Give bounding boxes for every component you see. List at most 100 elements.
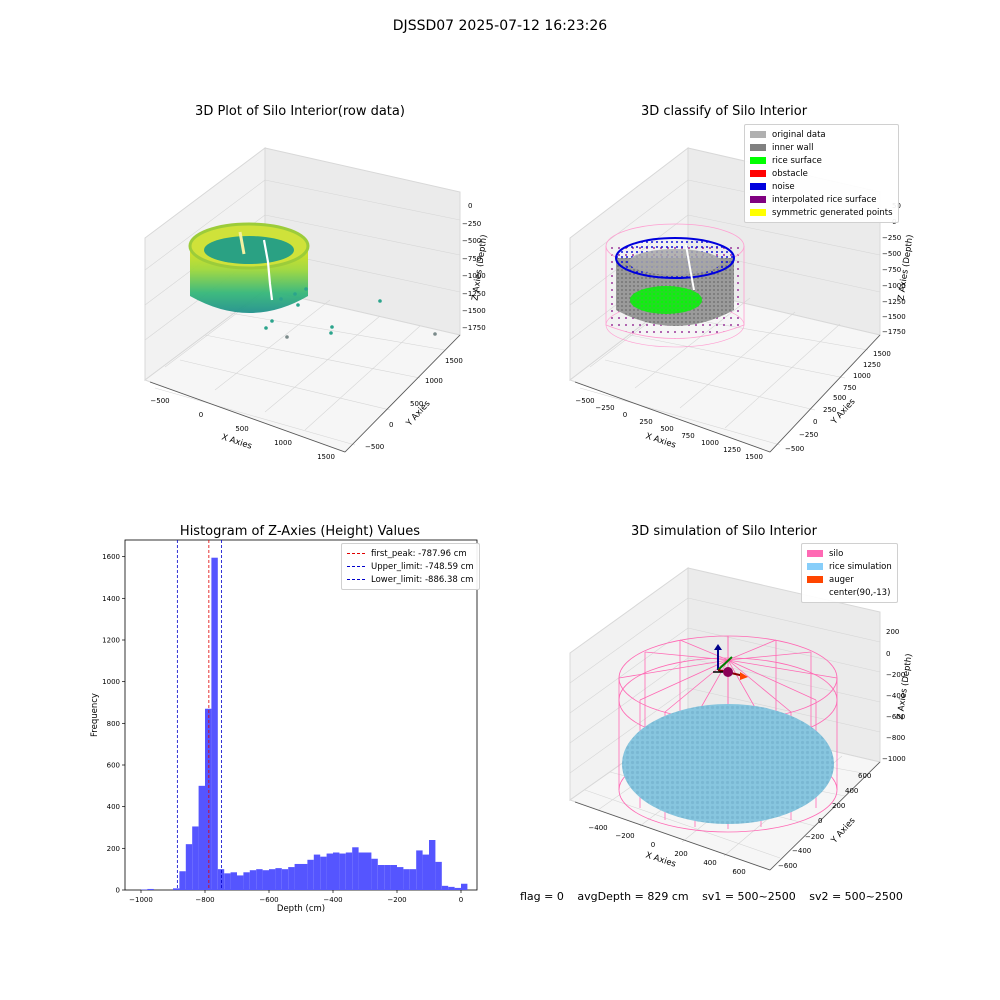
panel1-silo-point-cloud bbox=[188, 222, 310, 313]
hist-ytick-label-1: 200 bbox=[107, 845, 120, 853]
legend-item-symmetric: symmetric generated points bbox=[750, 206, 893, 219]
hist-bar-34 bbox=[377, 865, 385, 890]
hist-bar-39 bbox=[409, 869, 417, 890]
hist-bar-15 bbox=[256, 869, 263, 890]
p4-ytick: −400 bbox=[792, 847, 811, 855]
panel4-z-tick-labels: 200 0 −200 −400 −600 −800 −1000 Z Axies … bbox=[882, 628, 915, 763]
p1-xtick: 0 bbox=[199, 411, 203, 419]
hist-bar-3 bbox=[179, 871, 186, 890]
p2-xtick: 500 bbox=[660, 425, 673, 433]
p1-ztick: −250 bbox=[462, 220, 481, 228]
hist-bar-1 bbox=[147, 888, 154, 890]
p1-ztick: 0 bbox=[468, 202, 472, 210]
hist-y-ticks: 0 200 400 600 800 1000 1200 1400 1600 bbox=[102, 553, 125, 895]
hist-bar-21 bbox=[294, 863, 301, 890]
hist-bar-20 bbox=[288, 867, 295, 890]
hist-ytick-label-8: 1600 bbox=[102, 553, 120, 561]
legend-item-center: center(90,-13) bbox=[829, 587, 891, 598]
p1-xtick: −500 bbox=[150, 397, 169, 405]
p2-ztick: −1250 bbox=[882, 298, 906, 306]
hist-bar-27 bbox=[333, 852, 340, 890]
hist-ytick-label-6: 1200 bbox=[102, 637, 120, 645]
hist-bars bbox=[141, 557, 468, 890]
hist-ytick-label-7: 1400 bbox=[102, 595, 120, 603]
p1-ytick: 1500 bbox=[445, 357, 463, 365]
p4-ytick: 600 bbox=[858, 772, 871, 780]
p2-xtick: 1000 bbox=[701, 439, 719, 447]
hist-bar-11 bbox=[230, 872, 237, 890]
p2-ytick: 500 bbox=[833, 394, 846, 402]
p2-ztick: −250 bbox=[882, 234, 901, 242]
status-avg-depth: avgDepth = 829 cm bbox=[577, 890, 689, 903]
p1-ztick: −1750 bbox=[462, 324, 486, 332]
figure-title: DJSSD07 2025-07-12 16:23:26 bbox=[392, 18, 608, 34]
hist-ytick-label-0: 0 bbox=[116, 887, 120, 895]
hist-bar-19 bbox=[281, 869, 289, 890]
p1-ztick: −750 bbox=[462, 255, 481, 263]
p2-xtick: 1250 bbox=[723, 446, 741, 454]
p4-ztick: −1000 bbox=[882, 755, 906, 763]
panel3-title: Histogram of Z-Axies (Height) Values bbox=[179, 524, 421, 539]
p2-ytick: 1250 bbox=[863, 361, 881, 369]
panel3-histogram: −1000 −800 −600 −400 −200 0 0 200 400 600 800 1000… bbox=[90, 539, 478, 914]
panel1-title: 3D Plot of Silo Interior(row data) bbox=[195, 104, 405, 119]
p2-ytick: 1500 bbox=[873, 350, 891, 358]
p2-ztick: −500 bbox=[882, 250, 901, 258]
hist-bar-33 bbox=[371, 858, 378, 890]
p2-ztick: −1000 bbox=[882, 282, 906, 290]
hist-bar-25 bbox=[320, 856, 327, 890]
panel4-legend: silo rice simulation auger center(90,-13… bbox=[801, 543, 898, 603]
p1-ytick: 1000 bbox=[425, 377, 443, 385]
hist-bar-24 bbox=[313, 854, 321, 890]
hist-bar-41 bbox=[422, 854, 429, 890]
hist-bar-35 bbox=[384, 865, 391, 890]
panel4-title: 3D simulation of Silo Interior bbox=[631, 524, 817, 539]
hist-ytick-label-4: 800 bbox=[107, 720, 120, 728]
p4-ytick: 400 bbox=[845, 787, 858, 795]
hist-bar-45 bbox=[448, 886, 455, 890]
hist-bar-37 bbox=[397, 867, 404, 890]
hist-reference-lines bbox=[176, 540, 222, 890]
legend-item-lower-limit: Lower_limit: -886.38 cm bbox=[347, 573, 474, 586]
hist-xtick-label-3: −400 bbox=[323, 896, 342, 904]
hist-bar-43 bbox=[435, 861, 442, 890]
hist-bar-14 bbox=[249, 870, 257, 890]
hist-bar-2 bbox=[173, 888, 180, 890]
hist-xtick-label-1: −800 bbox=[195, 896, 214, 904]
p2-ztick: −1750 bbox=[882, 328, 906, 336]
p1-ztick: −1000 bbox=[462, 272, 486, 280]
hist-bar-4 bbox=[185, 844, 193, 890]
histogram-legend: first_peak: -787.96 cm Upper_limit: -748… bbox=[341, 543, 480, 590]
p2-ytick: 250 bbox=[823, 406, 836, 414]
hist-bar-22 bbox=[301, 863, 308, 890]
p4-xtick: −400 bbox=[588, 824, 607, 832]
legend-item-rice-simulation: rice simulation bbox=[807, 560, 892, 573]
hist-ytick-label-2: 400 bbox=[107, 803, 120, 811]
hist-bar-38 bbox=[403, 869, 410, 890]
p4-xlabel: X Axies bbox=[644, 850, 677, 869]
p4-xtick: −200 bbox=[615, 832, 634, 840]
hist-bar-46 bbox=[454, 887, 461, 890]
p2-ytick: −250 bbox=[799, 431, 818, 439]
legend-item-first-peak: first_peak: -787.96 cm bbox=[347, 547, 474, 560]
p1-xtick: 1000 bbox=[274, 439, 292, 447]
p4-ztick: 200 bbox=[886, 628, 899, 636]
p4-ztick: −400 bbox=[886, 692, 905, 700]
legend-item-rice-surface: rice surface bbox=[750, 154, 893, 167]
p4-xtick: 600 bbox=[732, 868, 745, 876]
legend-item-upper-limit: Upper_limit: -748.59 cm bbox=[347, 560, 474, 573]
p1-xtick: 500 bbox=[235, 425, 248, 433]
p4-ztick: −600 bbox=[886, 713, 905, 721]
legend-item-original: original data bbox=[750, 128, 893, 141]
p1-ytick: −500 bbox=[365, 443, 384, 451]
p2-xtick: −250 bbox=[595, 404, 614, 412]
p2-xtick: 250 bbox=[639, 418, 652, 426]
p4-ztick: −800 bbox=[886, 734, 905, 742]
p2-ztick: −750 bbox=[882, 266, 901, 274]
hist-bar-16 bbox=[262, 870, 269, 890]
p4-ytick: −600 bbox=[778, 862, 797, 870]
hist-bar-42 bbox=[429, 840, 436, 890]
hist-bar-7 bbox=[205, 708, 212, 890]
p1-ztick: −1500 bbox=[462, 307, 486, 315]
hist-bar-40 bbox=[416, 850, 423, 890]
